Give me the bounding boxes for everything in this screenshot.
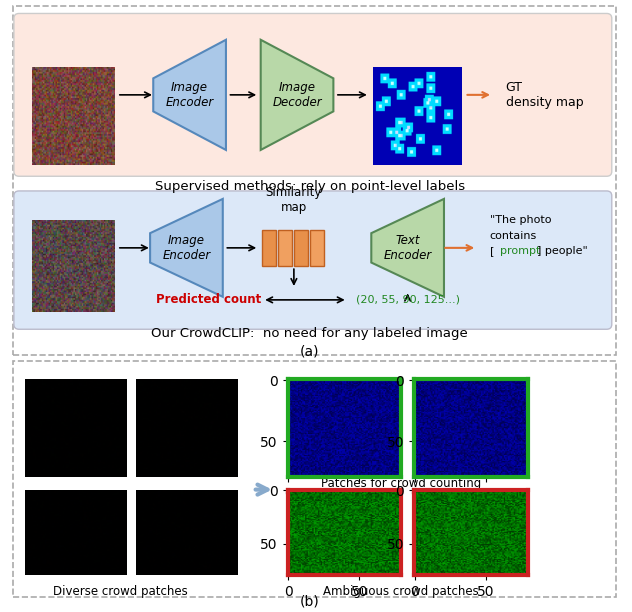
Polygon shape [150, 199, 222, 297]
FancyBboxPatch shape [310, 230, 324, 266]
FancyBboxPatch shape [278, 230, 292, 266]
Text: Image
Encoder: Image Encoder [162, 234, 210, 262]
Text: Patches for crowd counting: Patches for crowd counting [321, 477, 482, 490]
Text: contains: contains [490, 231, 537, 241]
FancyBboxPatch shape [262, 230, 276, 266]
Text: (20, 55, 90, 125...): (20, 55, 90, 125...) [356, 295, 459, 305]
FancyBboxPatch shape [14, 13, 612, 176]
Text: Our CrowdCLIP:  no need for any labeled image: Our CrowdCLIP: no need for any labeled i… [151, 327, 468, 340]
Text: "The photo: "The photo [490, 215, 551, 225]
Text: (a): (a) [300, 345, 319, 359]
Text: (b): (b) [300, 595, 320, 609]
Text: Predicted count: Predicted count [156, 293, 261, 307]
Text: prompt: prompt [500, 246, 540, 256]
FancyBboxPatch shape [14, 191, 612, 329]
FancyBboxPatch shape [294, 230, 308, 266]
Text: Similarity
map: Similarity map [265, 186, 322, 214]
Text: [: [ [490, 246, 494, 256]
Polygon shape [153, 40, 226, 150]
Text: Image
Decoder: Image Decoder [272, 81, 322, 109]
Text: ] people": ] people" [537, 246, 588, 256]
Text: Ambiguous crowd patches: Ambiguous crowd patches [324, 585, 479, 599]
Text: Supervised methods: rely on point-level labels: Supervised methods: rely on point-level … [155, 180, 465, 193]
Text: Text
Encoder: Text Encoder [384, 234, 432, 262]
Text: Diverse crowd patches: Diverse crowd patches [52, 585, 188, 599]
Polygon shape [260, 40, 334, 150]
Text: GT
density map: GT density map [506, 81, 583, 109]
Text: Image
Encoder: Image Encoder [166, 81, 214, 109]
Polygon shape [372, 199, 444, 297]
